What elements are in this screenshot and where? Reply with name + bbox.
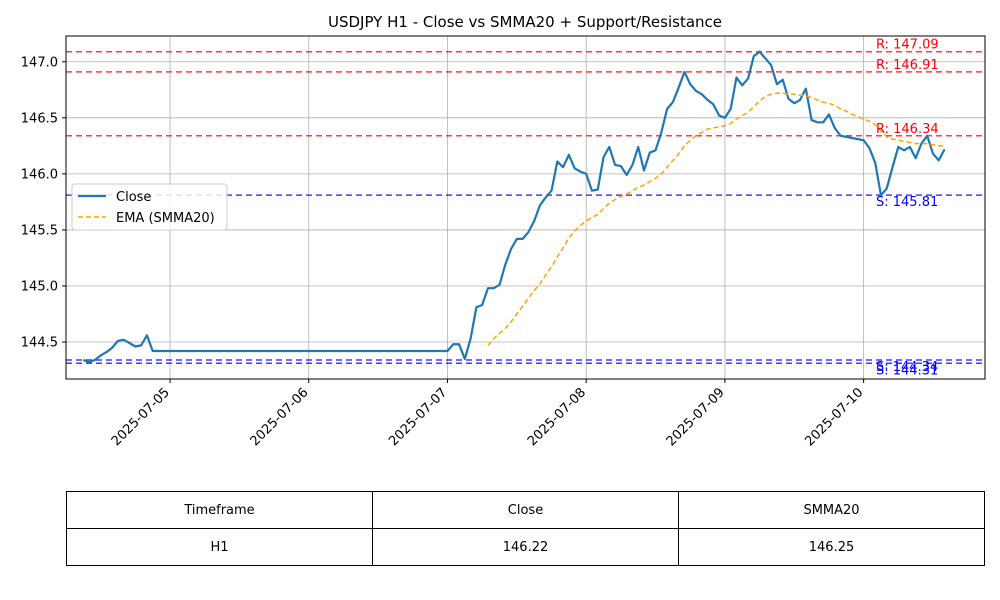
table-cell: 146.25 (678, 528, 985, 566)
chart: USDJPY H1 - Close vs SMMA20 + Support/Re… (21, 13, 986, 449)
table-header-row: Timeframe Close SMMA20 (66, 491, 985, 529)
chart-title: USDJPY H1 - Close vs SMMA20 + Support/Re… (328, 13, 722, 31)
legend-frame (71, 183, 228, 231)
legend-label-smma: EMA (SMMA20) (116, 211, 215, 226)
table-row: H1 146.22 146.25 (66, 528, 985, 566)
series (82, 50, 946, 364)
y-tick-label: 144.5 (21, 336, 58, 351)
grid (66, 36, 985, 379)
x-tick-label: 2025-07-05 (109, 385, 173, 449)
resistance-level-label: R: 146.91 (876, 58, 939, 73)
y-tick-label: 147.0 (21, 55, 58, 70)
table-cell: H1 (66, 528, 373, 566)
y-tick-label: 146.0 (21, 167, 58, 182)
table-header-cell: Timeframe (66, 491, 373, 529)
legend: Close EMA (SMMA20) (71, 183, 228, 231)
y-tick-label: 146.5 (21, 111, 58, 126)
level-labels: R: 147.09 R: 146.91 R: 146.34 S: 145.81 S: 1… (876, 38, 939, 379)
table-header-cell: SMMA20 (678, 491, 985, 529)
x-tick-label: 2025-07-07 (386, 385, 450, 449)
support-level-label: S: 144.34 (876, 360, 938, 375)
x-axis: 2025-07-05 2025-07-06 2025-07-07 2025-07-08… (109, 379, 866, 449)
resistance-level-label: R: 146.34 (876, 122, 939, 137)
table-header-cell: Close (372, 491, 679, 529)
close-price-line (82, 50, 946, 364)
smma20-line (487, 92, 945, 346)
x-tick-label: 2025-07-06 (248, 385, 312, 449)
table-cell: 146.22 (372, 528, 679, 566)
x-tick-label: 2025-07-10 (802, 385, 866, 449)
y-tick-label: 145.5 (21, 223, 58, 238)
legend-label-close: Close (116, 190, 151, 205)
x-tick-label: 2025-07-09 (664, 385, 728, 449)
support-level-label: S: 144.31 (876, 363, 938, 378)
y-tick-label: 145.0 (21, 279, 58, 294)
y-axis: 144.5 145.0 145.5 146.0 146.5 147.0 (21, 55, 66, 351)
support-level-label: S: 145.81 (876, 195, 938, 210)
summary-table: Timeframe Close SMMA20 H1 146.22 146.25 (66, 491, 985, 566)
support-resistance-levels (66, 50, 985, 365)
plot-frame (65, 35, 986, 380)
resistance-level-label: R: 147.09 (876, 38, 939, 53)
x-tick-label: 2025-07-08 (525, 385, 589, 449)
